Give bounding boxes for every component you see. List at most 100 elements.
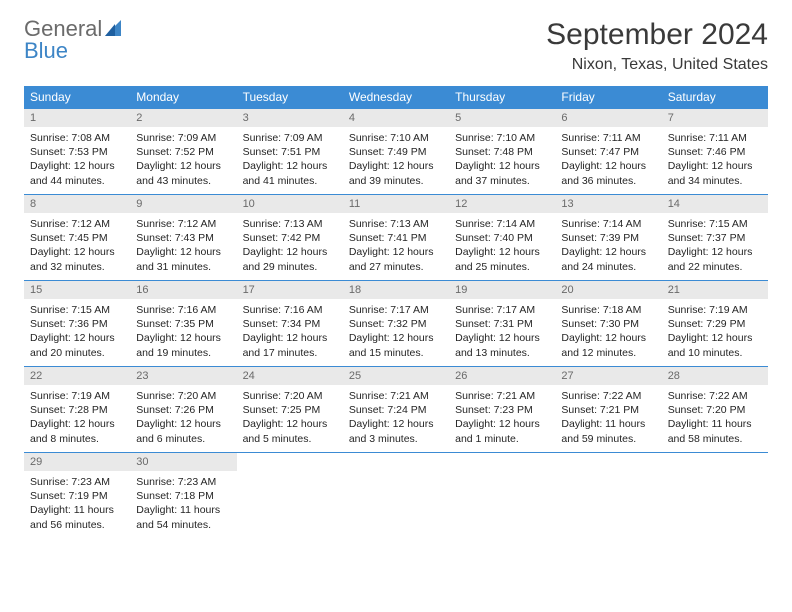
sunset-line: Sunset: 7:30 PM [561, 317, 655, 331]
daylight-line: Daylight: 12 hours and 15 minutes. [349, 331, 443, 359]
calendar-day-cell: 18Sunrise: 7:17 AMSunset: 7:32 PMDayligh… [343, 281, 449, 367]
calendar-week-row: 29Sunrise: 7:23 AMSunset: 7:19 PMDayligh… [24, 453, 768, 539]
day-body: Sunrise: 7:15 AMSunset: 7:37 PMDaylight:… [662, 213, 768, 278]
sunset-line: Sunset: 7:42 PM [243, 231, 337, 245]
daylight-line: Daylight: 12 hours and 17 minutes. [243, 331, 337, 359]
day-body: Sunrise: 7:14 AMSunset: 7:40 PMDaylight:… [449, 213, 555, 278]
calendar-day-cell: 4Sunrise: 7:10 AMSunset: 7:49 PMDaylight… [343, 109, 449, 195]
logo-text: General Blue [24, 18, 125, 62]
day-number: 16 [130, 281, 236, 299]
day-number: 24 [237, 367, 343, 385]
day-number: 25 [343, 367, 449, 385]
day-body: Sunrise: 7:20 AMSunset: 7:26 PMDaylight:… [130, 385, 236, 450]
calendar-day-cell: 17Sunrise: 7:16 AMSunset: 7:34 PMDayligh… [237, 281, 343, 367]
day-body: Sunrise: 7:09 AMSunset: 7:51 PMDaylight:… [237, 127, 343, 192]
day-number: 27 [555, 367, 661, 385]
calendar-day-cell: 2Sunrise: 7:09 AMSunset: 7:52 PMDaylight… [130, 109, 236, 195]
day-number: 29 [24, 453, 130, 471]
sunset-line: Sunset: 7:45 PM [30, 231, 124, 245]
daylight-line: Daylight: 12 hours and 25 minutes. [455, 245, 549, 273]
day-number: 23 [130, 367, 236, 385]
sunrise-line: Sunrise: 7:13 AM [349, 217, 443, 231]
calendar-table: Sunday Monday Tuesday Wednesday Thursday… [24, 86, 768, 539]
day-number: 6 [555, 109, 661, 127]
day-body: Sunrise: 7:17 AMSunset: 7:32 PMDaylight:… [343, 299, 449, 364]
calendar-day-cell: 12Sunrise: 7:14 AMSunset: 7:40 PMDayligh… [449, 195, 555, 281]
daylight-line: Daylight: 12 hours and 41 minutes. [243, 159, 337, 187]
day-number: 19 [449, 281, 555, 299]
daylight-line: Daylight: 12 hours and 5 minutes. [243, 417, 337, 445]
calendar-day-cell: 28Sunrise: 7:22 AMSunset: 7:20 PMDayligh… [662, 367, 768, 453]
sunrise-line: Sunrise: 7:20 AM [136, 389, 230, 403]
calendar-day-cell: 13Sunrise: 7:14 AMSunset: 7:39 PMDayligh… [555, 195, 661, 281]
header: General Blue September 2024 Nixon, Texas… [24, 18, 768, 74]
calendar-day-cell: 22Sunrise: 7:19 AMSunset: 7:28 PMDayligh… [24, 367, 130, 453]
calendar-day-cell: 26Sunrise: 7:21 AMSunset: 7:23 PMDayligh… [449, 367, 555, 453]
calendar-day-cell: 5Sunrise: 7:10 AMSunset: 7:48 PMDaylight… [449, 109, 555, 195]
daylight-line: Daylight: 12 hours and 22 minutes. [668, 245, 762, 273]
sunrise-line: Sunrise: 7:09 AM [243, 131, 337, 145]
calendar-day-cell: 8Sunrise: 7:12 AMSunset: 7:45 PMDaylight… [24, 195, 130, 281]
sunset-line: Sunset: 7:39 PM [561, 231, 655, 245]
calendar-day-cell: 24Sunrise: 7:20 AMSunset: 7:25 PMDayligh… [237, 367, 343, 453]
day-number: 5 [449, 109, 555, 127]
calendar-day-cell: 23Sunrise: 7:20 AMSunset: 7:26 PMDayligh… [130, 367, 236, 453]
day-number: 18 [343, 281, 449, 299]
calendar-week-row: 1Sunrise: 7:08 AMSunset: 7:53 PMDaylight… [24, 109, 768, 195]
calendar-day-cell: 21Sunrise: 7:19 AMSunset: 7:29 PMDayligh… [662, 281, 768, 367]
daylight-line: Daylight: 12 hours and 20 minutes. [30, 331, 124, 359]
sunrise-line: Sunrise: 7:14 AM [561, 217, 655, 231]
calendar-day-cell [237, 453, 343, 539]
day-number: 26 [449, 367, 555, 385]
weekday-friday: Friday [555, 86, 661, 109]
day-body: Sunrise: 7:15 AMSunset: 7:36 PMDaylight:… [24, 299, 130, 364]
day-number: 13 [555, 195, 661, 213]
day-number: 17 [237, 281, 343, 299]
weekday-header-row: Sunday Monday Tuesday Wednesday Thursday… [24, 86, 768, 109]
calendar-day-cell: 16Sunrise: 7:16 AMSunset: 7:35 PMDayligh… [130, 281, 236, 367]
daylight-line: Daylight: 12 hours and 13 minutes. [455, 331, 549, 359]
sunrise-line: Sunrise: 7:11 AM [668, 131, 762, 145]
calendar-day-cell: 20Sunrise: 7:18 AMSunset: 7:30 PMDayligh… [555, 281, 661, 367]
sunrise-line: Sunrise: 7:19 AM [668, 303, 762, 317]
sunset-line: Sunset: 7:23 PM [455, 403, 549, 417]
daylight-line: Daylight: 12 hours and 37 minutes. [455, 159, 549, 187]
daylight-line: Daylight: 12 hours and 1 minute. [455, 417, 549, 445]
sunset-line: Sunset: 7:18 PM [136, 489, 230, 503]
sunrise-line: Sunrise: 7:14 AM [455, 217, 549, 231]
day-number: 8 [24, 195, 130, 213]
day-body: Sunrise: 7:17 AMSunset: 7:31 PMDaylight:… [449, 299, 555, 364]
day-number: 7 [662, 109, 768, 127]
calendar-day-cell: 6Sunrise: 7:11 AMSunset: 7:47 PMDaylight… [555, 109, 661, 195]
daylight-line: Daylight: 12 hours and 3 minutes. [349, 417, 443, 445]
sunrise-line: Sunrise: 7:12 AM [136, 217, 230, 231]
sail-icon [105, 16, 125, 41]
calendar-day-cell: 15Sunrise: 7:15 AMSunset: 7:36 PMDayligh… [24, 281, 130, 367]
sunset-line: Sunset: 7:19 PM [30, 489, 124, 503]
sunset-line: Sunset: 7:25 PM [243, 403, 337, 417]
sunrise-line: Sunrise: 7:09 AM [136, 131, 230, 145]
day-number: 4 [343, 109, 449, 127]
sunrise-line: Sunrise: 7:21 AM [349, 389, 443, 403]
day-body: Sunrise: 7:22 AMSunset: 7:20 PMDaylight:… [662, 385, 768, 450]
sunrise-line: Sunrise: 7:15 AM [668, 217, 762, 231]
day-body: Sunrise: 7:20 AMSunset: 7:25 PMDaylight:… [237, 385, 343, 450]
sunrise-line: Sunrise: 7:22 AM [668, 389, 762, 403]
day-number: 1 [24, 109, 130, 127]
calendar-week-row: 22Sunrise: 7:19 AMSunset: 7:28 PMDayligh… [24, 367, 768, 453]
day-number: 2 [130, 109, 236, 127]
daylight-line: Daylight: 12 hours and 39 minutes. [349, 159, 443, 187]
sunset-line: Sunset: 7:37 PM [668, 231, 762, 245]
sunrise-line: Sunrise: 7:23 AM [30, 475, 124, 489]
daylight-line: Daylight: 12 hours and 12 minutes. [561, 331, 655, 359]
sunset-line: Sunset: 7:36 PM [30, 317, 124, 331]
calendar-day-cell [662, 453, 768, 539]
calendar-day-cell: 19Sunrise: 7:17 AMSunset: 7:31 PMDayligh… [449, 281, 555, 367]
calendar-day-cell: 9Sunrise: 7:12 AMSunset: 7:43 PMDaylight… [130, 195, 236, 281]
month-title: September 2024 [546, 18, 768, 52]
sunset-line: Sunset: 7:48 PM [455, 145, 549, 159]
weekday-thursday: Thursday [449, 86, 555, 109]
daylight-line: Daylight: 12 hours and 32 minutes. [30, 245, 124, 273]
day-body: Sunrise: 7:11 AMSunset: 7:47 PMDaylight:… [555, 127, 661, 192]
day-body: Sunrise: 7:16 AMSunset: 7:35 PMDaylight:… [130, 299, 236, 364]
